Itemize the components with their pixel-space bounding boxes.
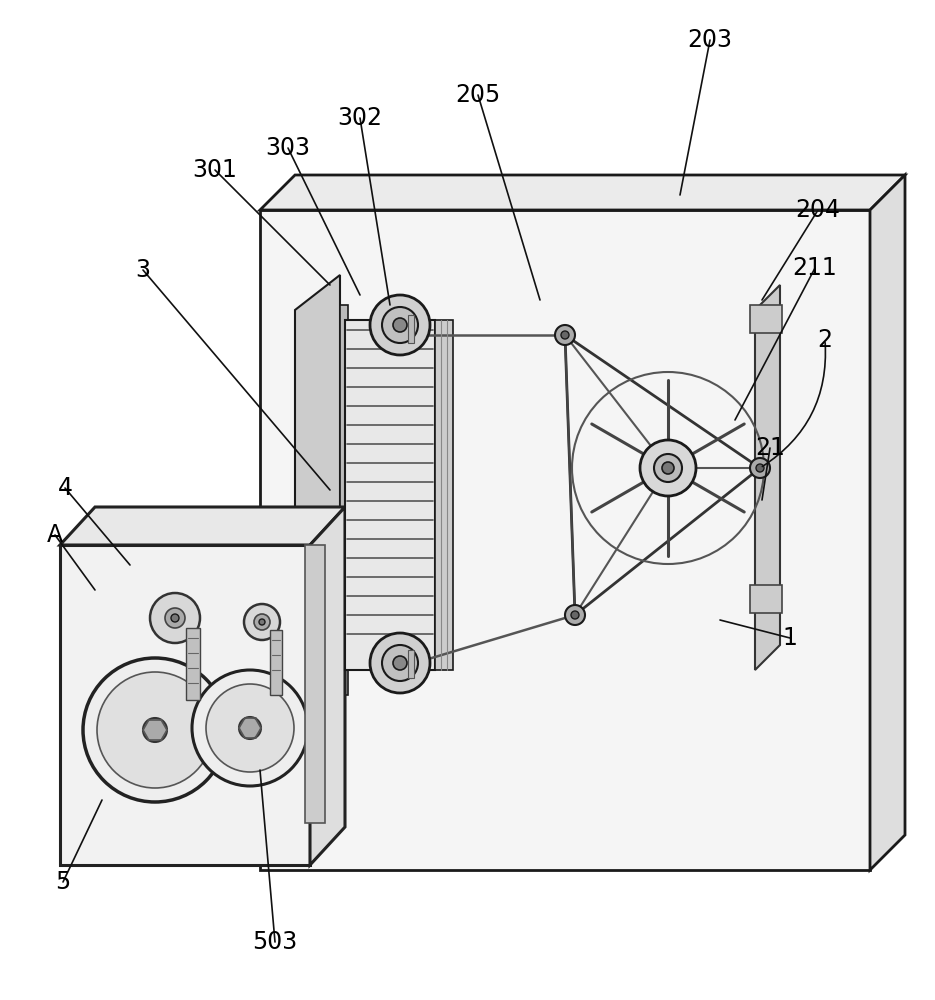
Bar	[305, 545, 325, 823]
Polygon shape	[260, 175, 905, 210]
Circle shape	[259, 619, 265, 625]
Circle shape	[150, 593, 200, 643]
Text: 211: 211	[793, 256, 838, 280]
Circle shape	[640, 440, 696, 496]
Circle shape	[555, 325, 575, 345]
Circle shape	[571, 611, 579, 619]
Bar	[340, 305, 348, 695]
Text: 203: 203	[687, 28, 732, 52]
Circle shape	[565, 605, 585, 625]
Text: 5: 5	[55, 870, 71, 894]
Bar	[408, 315, 414, 343]
Text: 301: 301	[193, 158, 237, 182]
Bar	[408, 650, 414, 678]
Text: A: A	[47, 523, 63, 547]
Bar	[435, 320, 453, 670]
Circle shape	[393, 318, 407, 332]
Polygon shape	[870, 175, 905, 870]
Text: 1: 1	[783, 626, 798, 650]
Text: 303: 303	[266, 136, 310, 160]
Circle shape	[382, 307, 418, 343]
Text: 4: 4	[57, 476, 73, 500]
Text: 2: 2	[817, 328, 832, 352]
Circle shape	[662, 462, 674, 474]
Polygon shape	[310, 507, 345, 865]
Circle shape	[244, 604, 280, 640]
Bar	[750, 305, 782, 333]
Text: 21: 21	[755, 436, 785, 460]
Bar	[186, 628, 200, 700]
Circle shape	[192, 670, 308, 786]
Circle shape	[382, 645, 418, 681]
Polygon shape	[60, 507, 345, 545]
Circle shape	[254, 614, 270, 630]
Circle shape	[750, 458, 770, 478]
Circle shape	[561, 331, 569, 339]
Text: 302: 302	[338, 106, 382, 130]
Text: 204: 204	[796, 198, 841, 222]
Bar	[270, 630, 282, 695]
Polygon shape	[295, 275, 340, 715]
Text: 205: 205	[455, 83, 500, 107]
Bar	[750, 585, 782, 613]
Polygon shape	[260, 210, 870, 870]
Circle shape	[171, 614, 179, 622]
Bar	[345, 320, 435, 670]
Polygon shape	[60, 545, 310, 865]
Text: 3: 3	[136, 258, 151, 282]
Circle shape	[370, 633, 430, 693]
Circle shape	[239, 717, 261, 739]
Circle shape	[756, 464, 764, 472]
Circle shape	[83, 658, 227, 802]
Polygon shape	[755, 285, 780, 670]
Circle shape	[393, 656, 407, 670]
Text: 503: 503	[252, 930, 297, 954]
Circle shape	[97, 672, 213, 788]
Circle shape	[370, 295, 430, 355]
Circle shape	[206, 684, 294, 772]
Circle shape	[165, 608, 185, 628]
Circle shape	[654, 454, 682, 482]
Circle shape	[143, 718, 167, 742]
